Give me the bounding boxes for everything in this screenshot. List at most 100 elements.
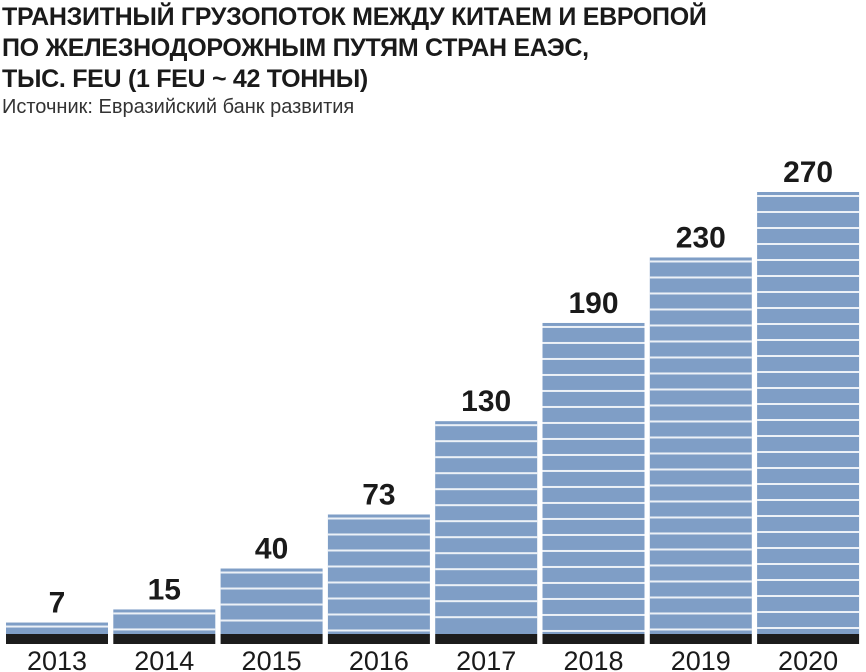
- x-tick-label: 2015: [242, 646, 302, 672]
- bar-stripe: [649, 388, 752, 391]
- bar-stripe: [542, 341, 645, 344]
- bar: [757, 192, 860, 634]
- x-tick-label: 2018: [563, 646, 623, 672]
- value-label: 73: [362, 478, 395, 511]
- bar-stripe: [220, 571, 323, 574]
- bar-stripe: [757, 531, 860, 533]
- bar-stripe: [757, 227, 860, 229]
- bar-stripe: [757, 259, 860, 261]
- bar-stripe: [435, 536, 538, 539]
- value-label: 15: [148, 573, 181, 606]
- bar-stripe: [649, 484, 752, 487]
- bar-base: [649, 634, 752, 644]
- chart-title: ТРАНЗИТНЫЙ ГРУЗОПОТОК МЕЖДУ КИТАЕМ И ЕВР…: [2, 2, 707, 95]
- bar-stripe: [435, 568, 538, 571]
- bar-stripe: [757, 515, 860, 517]
- bar-stripe: [649, 356, 752, 359]
- bar: [649, 257, 752, 634]
- bar-stripe: [542, 405, 645, 408]
- bar-base: [220, 634, 323, 644]
- bar-stripe: [649, 612, 752, 615]
- bar-stripe: [542, 501, 645, 504]
- bar-stripe: [649, 468, 752, 471]
- value-label: 270: [783, 156, 833, 189]
- bar-stripe: [757, 563, 860, 565]
- bar-stripe: [113, 628, 216, 631]
- bar-stripe: [649, 564, 752, 567]
- bar-stripe: [542, 325, 645, 328]
- value-label: 190: [568, 287, 618, 320]
- bar: [220, 568, 323, 634]
- bar-stripe: [757, 595, 860, 597]
- bar-stripe: [327, 629, 430, 632]
- bar-stripe: [757, 243, 860, 245]
- bar-stripe: [649, 292, 752, 295]
- value-label: 7: [49, 587, 66, 620]
- bar-stripe: [435, 472, 538, 475]
- title-line-3: ТЫС. FEU (1 FEU ~ 42 ТОННЫ): [2, 65, 368, 93]
- bar-stripe: [435, 504, 538, 507]
- bar-stripe: [435, 440, 538, 443]
- bar-stripe: [649, 260, 752, 263]
- bar-stripe: [757, 387, 860, 389]
- bar-stripe: [649, 452, 752, 455]
- bar-stripe: [757, 499, 860, 501]
- x-tick-label: 2014: [134, 646, 194, 672]
- bar-stripe: [327, 565, 430, 568]
- bar-stripe: [649, 324, 752, 327]
- value-label: 230: [676, 221, 726, 254]
- title-line-1: ТРАНЗИТНЫЙ ГРУЗОПОТОК МЕЖДУ КИТАЕМ И ЕВР…: [2, 3, 707, 31]
- bar-stripe: [542, 533, 645, 536]
- bar-base: [757, 634, 860, 644]
- bar-base: [6, 634, 108, 644]
- bar-stripe: [757, 339, 860, 341]
- bar-stripe: [757, 451, 860, 453]
- bar-stripe: [435, 584, 538, 587]
- bar-stripe: [542, 629, 645, 632]
- bar-stripe: [542, 613, 645, 616]
- bar-stripe: [542, 389, 645, 392]
- bar-stripe: [757, 611, 860, 613]
- chart-source: Источник: Евразийский банк развития: [2, 96, 355, 118]
- bar-stripe: [757, 211, 860, 213]
- bar-stripe: [327, 533, 430, 536]
- bar-stripe: [542, 549, 645, 552]
- bar-stripe: [435, 456, 538, 459]
- bar-stripe: [220, 619, 323, 622]
- bar-stripe: [649, 404, 752, 407]
- bar-stripe: [435, 600, 538, 603]
- bar-stripe: [542, 373, 645, 376]
- bar-stripe: [327, 549, 430, 552]
- bar-stripe: [757, 483, 860, 485]
- bar-stripe: [435, 520, 538, 523]
- bar-stripe: [542, 581, 645, 584]
- bar-stripe: [542, 453, 645, 456]
- bar-stripe: [542, 469, 645, 472]
- bar-stripe: [649, 596, 752, 599]
- bar-stripe: [757, 435, 860, 437]
- bar-stripe: [649, 276, 752, 279]
- bar-stripe: [757, 307, 860, 309]
- bar-stripe: [757, 547, 860, 549]
- title-line-2: ПО ЖЕЛЕЗНОДОРОЖНЫМ ПУТЯМ СТРАН ЕАЭС,: [2, 34, 589, 62]
- bar-stripe: [649, 372, 752, 375]
- bar-stripe: [649, 340, 752, 343]
- bar-stripe: [757, 371, 860, 373]
- bar-base: [435, 634, 538, 644]
- bar-stripe: [649, 500, 752, 503]
- bar-base: [542, 634, 645, 644]
- bar-stripe: [757, 195, 860, 197]
- bar-stripe: [542, 421, 645, 424]
- bar-stripe: [435, 424, 538, 427]
- value-label: 130: [461, 385, 511, 418]
- bar-stripe: [542, 357, 645, 360]
- bar-stripe: [435, 552, 538, 555]
- bar-stripe: [327, 517, 430, 520]
- x-tick-label: 2017: [456, 646, 516, 672]
- bar-stripe: [757, 579, 860, 581]
- bar-stripe: [435, 616, 538, 619]
- x-tick-label: 2013: [27, 646, 87, 672]
- bar-stripe: [6, 625, 108, 628]
- bar: [327, 514, 430, 634]
